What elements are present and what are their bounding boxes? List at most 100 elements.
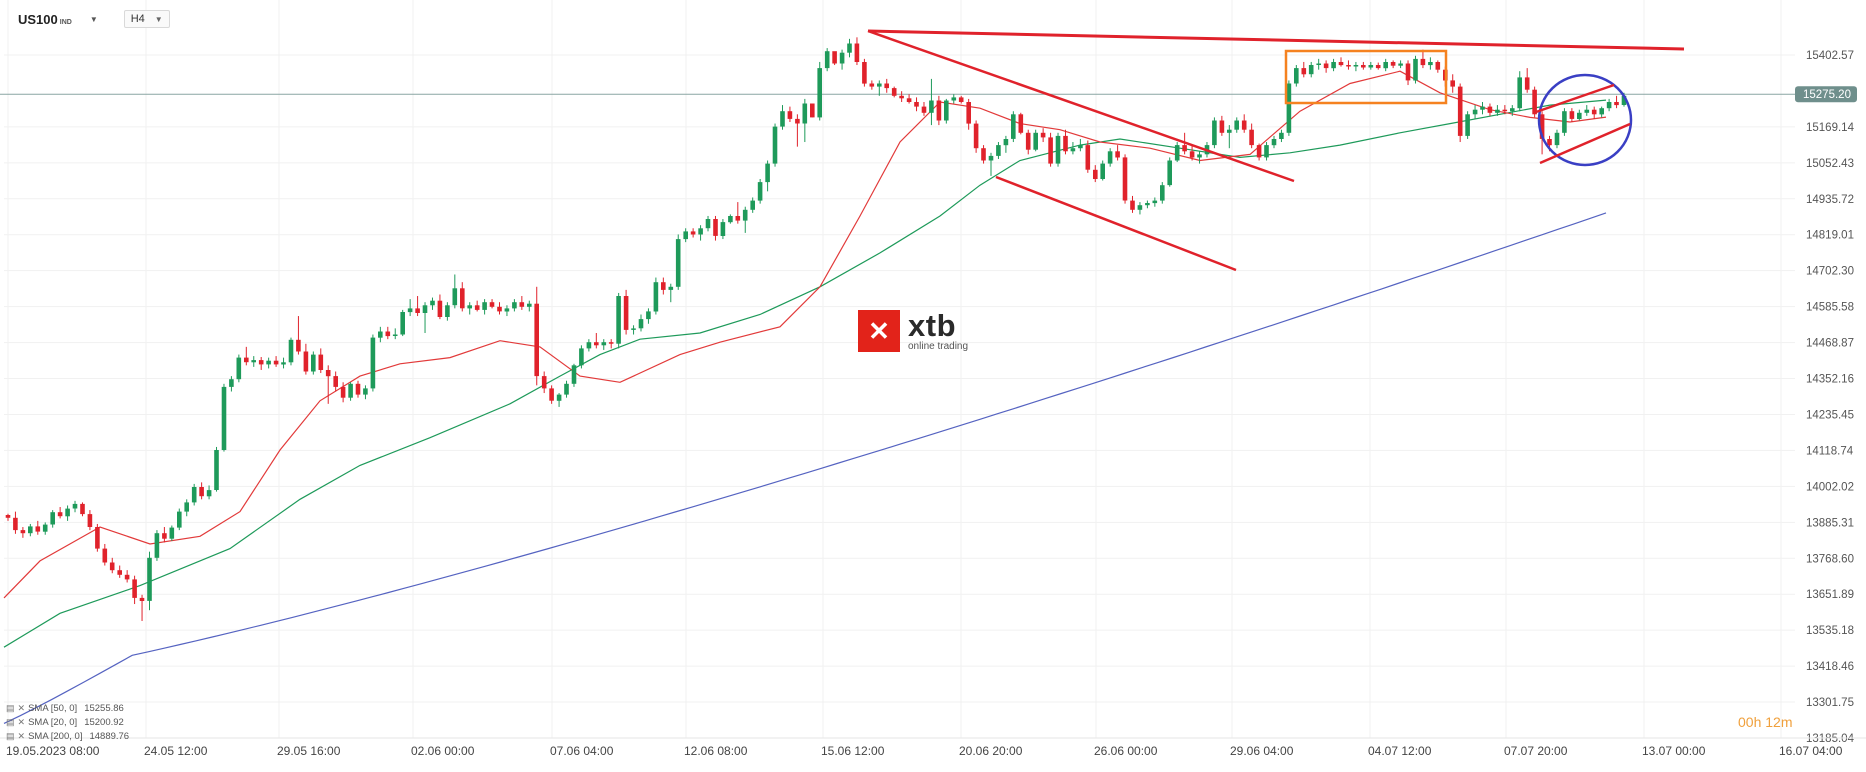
candle-body	[348, 383, 353, 398]
candle-body	[1033, 132, 1038, 150]
candle-body	[854, 43, 860, 62]
candle-body	[1577, 112, 1582, 119]
time-axis: 19.05.2023 08:00 24.05 12:00 29.05 16:00 02…	[0, 737, 1866, 758]
candle-body	[415, 308, 420, 313]
candle-body	[810, 103, 815, 118]
candle-body	[608, 342, 614, 344]
indicator-remove-icon[interactable]: ✕	[17, 702, 26, 713]
candle-body	[1286, 83, 1292, 133]
candle-body	[199, 487, 204, 497]
candle-body	[392, 334, 398, 336]
indicator-settings-icon[interactable]: ▤	[6, 716, 15, 727]
candle-body	[1234, 120, 1239, 130]
candle-body	[690, 231, 696, 235]
candle-body	[653, 282, 659, 312]
candle-body	[162, 533, 167, 539]
candle-body	[944, 100, 949, 121]
candle-body	[266, 360, 271, 365]
price-axis-label: 14819.01	[1806, 230, 1854, 242]
candle-body	[646, 311, 651, 320]
candle-body	[564, 383, 569, 395]
candle-body	[244, 357, 249, 363]
current-price-tag	[1795, 86, 1857, 103]
candle-body	[906, 98, 912, 102]
candle-body	[1160, 185, 1165, 201]
candle-body	[50, 512, 55, 525]
price-axis-label: 13651.89	[1806, 589, 1854, 601]
indicator-row-sma50[interactable]: ▤ ✕ SMA [50, 0] 15255.86	[6, 701, 129, 715]
candle-body	[1390, 62, 1396, 66]
indicator-settings-icon[interactable]: ▤	[6, 730, 15, 741]
indicator-remove-icon[interactable]: ✕	[17, 730, 26, 741]
candle-body	[958, 97, 964, 102]
indicator-settings-icon[interactable]: ▤	[6, 702, 15, 713]
candle-body	[981, 148, 986, 161]
candle-body	[929, 100, 934, 113]
candle-body	[154, 533, 160, 558]
candle-body	[735, 216, 741, 221]
candle-body	[1495, 109, 1500, 113]
candles	[5, 37, 1627, 621]
indicator-row-sma200[interactable]: ▤ ✕ SMA [200, 0] 14889.76	[6, 729, 129, 743]
candle-body	[1048, 137, 1053, 164]
price-axis-label: 13535.18	[1806, 625, 1854, 637]
candle-body	[132, 579, 137, 598]
candle-body	[1450, 80, 1455, 87]
time-axis-label: 15.06 12:00	[821, 744, 885, 758]
candle-body	[355, 383, 361, 395]
candle-body	[191, 487, 197, 503]
candle-body	[996, 145, 1001, 156]
chart-toolbar: US100 IND ▼ H4 ▼	[18, 10, 170, 28]
consolidation-box	[1284, 49, 1448, 105]
candle-body	[1219, 120, 1225, 133]
candle-body	[363, 388, 368, 395]
indicator-remove-icon[interactable]: ✕	[17, 716, 26, 727]
indicator-value: 14889.76	[89, 730, 130, 742]
candle-body	[1227, 129, 1232, 133]
candle-body	[579, 348, 584, 366]
grid-lines	[4, 0, 1795, 739]
candle-body	[534, 303, 539, 377]
timeframe-select[interactable]: H4 ▼	[123, 10, 170, 28]
candle-body	[1271, 139, 1277, 146]
candle-body	[147, 557, 152, 601]
candle-body	[1487, 106, 1493, 113]
candle-body	[1599, 108, 1604, 115]
flag-upper-line	[1535, 83, 1615, 114]
current-price-label: 15275.20	[1803, 89, 1851, 101]
price-axis-label: 14468.87	[1806, 338, 1854, 350]
candle-body	[296, 339, 301, 352]
time-axis-label: 02.06 00:00	[411, 744, 475, 758]
price-axis-label: 13885.31	[1806, 517, 1854, 529]
candle-body	[1308, 65, 1314, 75]
candle-body	[1353, 65, 1359, 67]
price-axis-label: 14235.45	[1806, 410, 1854, 422]
candle-body	[1137, 205, 1143, 210]
indicator-row-sma20[interactable]: ▤ ✕ SMA [20, 0] 15200.92	[6, 715, 129, 729]
candle-body	[966, 102, 971, 124]
candle-body	[221, 386, 227, 450]
candle-body	[504, 308, 510, 312]
candle-body	[571, 365, 577, 384]
candle-body	[1457, 86, 1463, 136]
candle-body	[631, 328, 636, 330]
candle-body	[1428, 62, 1433, 66]
price-axis-label: 14585.58	[1806, 302, 1854, 314]
sma-50-line	[3, 99, 1607, 648]
candle-body	[862, 62, 867, 84]
time-axis-label: 16.07 04:00	[1779, 744, 1843, 758]
symbol-label[interactable]: US100 IND	[18, 11, 72, 27]
candle-body	[1368, 65, 1374, 68]
price-axis-label: 14935.72	[1806, 194, 1854, 206]
candle-body	[824, 51, 830, 69]
candle-body	[28, 526, 33, 534]
candle-body	[1316, 63, 1321, 65]
symbol-dropdown-icon[interactable]: ▼	[89, 14, 98, 24]
candle-body	[258, 360, 264, 365]
candle-body	[1435, 62, 1441, 70]
candle-body	[541, 376, 547, 389]
time-axis-label: 07.06 04:00	[550, 744, 614, 758]
candle-body	[95, 527, 100, 549]
